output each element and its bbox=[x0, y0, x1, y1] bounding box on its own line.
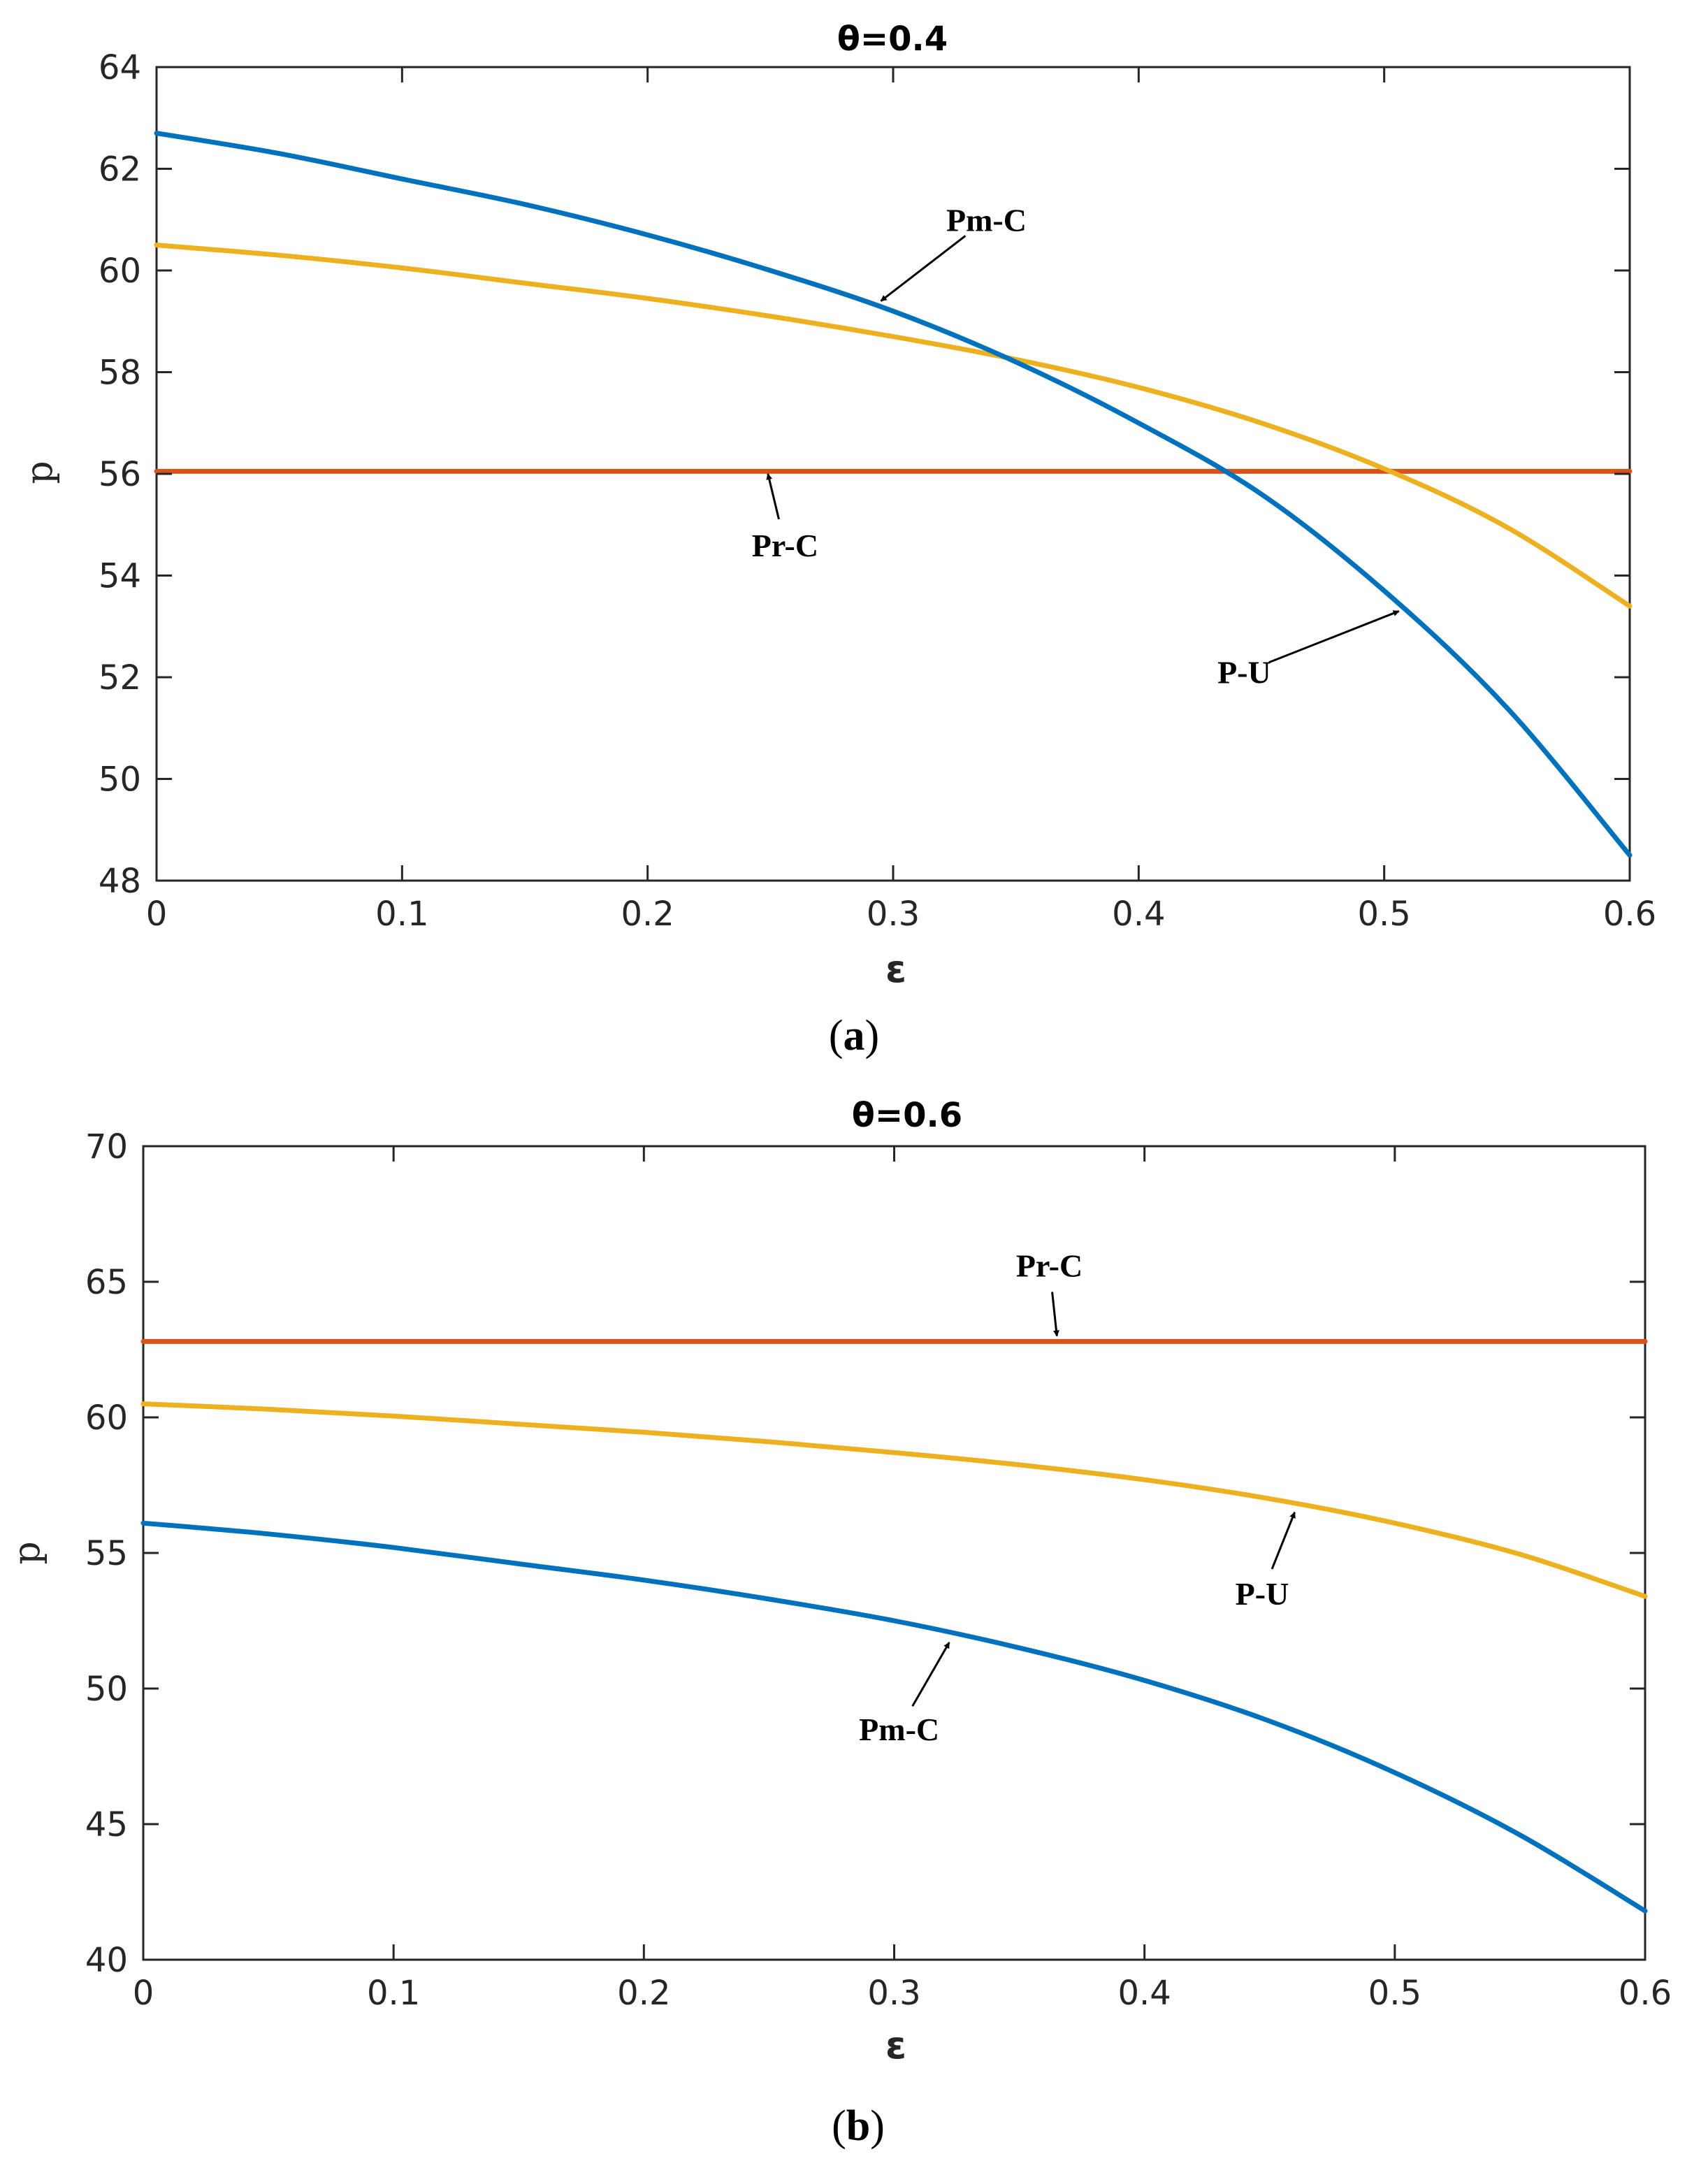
annotation-label: Pr-C bbox=[1016, 1248, 1083, 1284]
x-tick-label: 0.5 bbox=[1357, 895, 1410, 934]
series-line-pm-c bbox=[154, 131, 1633, 858]
x-tick-label: 0.2 bbox=[617, 1974, 670, 2013]
x-tick-label: 0.6 bbox=[1603, 895, 1656, 934]
x-axis-label: ε bbox=[885, 947, 906, 991]
panel-letter: b bbox=[846, 2102, 870, 2150]
x-tick-label: 0.4 bbox=[1117, 1974, 1171, 2013]
y-tick-label: 40 bbox=[85, 1941, 128, 1980]
annotation-arrow bbox=[1271, 1511, 1296, 1570]
y-tick-label: 60 bbox=[99, 252, 141, 291]
plot-area-frame bbox=[155, 66, 1631, 882]
y-axis-label: p bbox=[6, 1541, 48, 1564]
chart-panel-b: θ=0.6 40 45 50 55 60 65 70 0 0.1 0.2 0.3 0.4 0.5 0.6… bbox=[6, 1096, 1672, 2150]
series-group bbox=[154, 131, 1633, 858]
y-tick-label: 58 bbox=[99, 354, 141, 393]
x-tick-label: 0.3 bbox=[867, 1974, 920, 2013]
annotations: Pm-C Pr-C P-U bbox=[752, 202, 1400, 691]
annotation: Pr-C bbox=[1016, 1248, 1083, 1337]
y-axis: 48 50 52 54 56 58 60 62 64 bbox=[99, 48, 1630, 901]
y-axis: 40 45 50 55 60 65 70 bbox=[85, 1127, 1645, 1980]
plot-area-frame bbox=[142, 1145, 1647, 1961]
y-tick-label: 45 bbox=[85, 1805, 128, 1844]
annotation-arrow bbox=[1268, 610, 1400, 664]
y-tick-label: 62 bbox=[99, 150, 141, 189]
y-tick-label: 55 bbox=[85, 1534, 128, 1573]
series-line-p-u bbox=[154, 243, 1633, 609]
x-tick-label: 0.1 bbox=[367, 1974, 420, 2013]
annotation: P-U bbox=[1236, 1511, 1296, 1612]
y-tick-label: 64 bbox=[99, 48, 141, 87]
annotation-arrow bbox=[880, 235, 967, 302]
annotation: P-U bbox=[1217, 610, 1400, 691]
x-axis: 0 0.1 0.2 0.3 0.4 0.5 0.6 bbox=[146, 67, 1656, 934]
annotation: Pr-C bbox=[752, 473, 818, 563]
y-tick-label: 60 bbox=[85, 1398, 128, 1438]
x-tick-label: 0.6 bbox=[1619, 1974, 1672, 2013]
y-tick-label: 56 bbox=[99, 455, 141, 494]
panel-label: (b) bbox=[832, 2102, 885, 2150]
x-tick-label: 0 bbox=[146, 895, 168, 934]
annotation-label: P-U bbox=[1217, 655, 1271, 691]
chart-panel-a: θ=0.4 48 50 52 54 56 58 60 62 64 0 0.1 0.2 0.3 0.4 0.… bbox=[19, 20, 1656, 1060]
series-group bbox=[140, 1338, 1648, 1914]
annotation-arrow bbox=[766, 473, 780, 520]
x-tick-label: 0.4 bbox=[1112, 895, 1165, 934]
y-tick-label: 65 bbox=[85, 1263, 128, 1302]
annotation-label: Pm-C bbox=[859, 1712, 939, 1747]
x-tick-label: 0 bbox=[133, 1974, 154, 2013]
annotation-label: Pm-C bbox=[946, 202, 1027, 238]
y-axis-label: p bbox=[19, 461, 61, 484]
series-line-p-u bbox=[140, 1401, 1648, 1599]
chart-title: θ=0.6 bbox=[852, 1096, 962, 1135]
panel-letter: a bbox=[844, 1012, 865, 1060]
x-tick-label: 0.1 bbox=[375, 895, 428, 934]
panel-label: (a) bbox=[829, 1012, 879, 1060]
annotation-arrow bbox=[911, 1642, 950, 1707]
y-tick-label: 52 bbox=[99, 658, 141, 698]
x-axis: 0 0.1 0.2 0.3 0.4 0.5 0.6 bbox=[133, 1146, 1672, 2013]
series-line-pm-c bbox=[140, 1520, 1648, 1914]
y-tick-label: 50 bbox=[85, 1670, 128, 1709]
x-axis-label: ε bbox=[885, 2023, 906, 2067]
annotation-arrow bbox=[1051, 1292, 1059, 1337]
x-tick-label: 0.2 bbox=[621, 895, 674, 934]
annotation-label: Pr-C bbox=[752, 528, 818, 563]
x-tick-label: 0.5 bbox=[1368, 1974, 1421, 2013]
x-tick-label: 0.3 bbox=[867, 895, 920, 934]
y-tick-label: 50 bbox=[99, 760, 141, 800]
y-tick-label: 70 bbox=[85, 1127, 128, 1166]
chart-title: θ=0.4 bbox=[837, 20, 948, 59]
annotation-label: P-U bbox=[1236, 1576, 1289, 1612]
annotation: Pm-C bbox=[880, 202, 1027, 302]
y-tick-label: 54 bbox=[99, 557, 141, 596]
y-tick-label: 48 bbox=[99, 862, 141, 901]
annotation: Pm-C bbox=[859, 1642, 950, 1747]
annotations: Pr-C P-U Pm-C bbox=[859, 1248, 1296, 1747]
